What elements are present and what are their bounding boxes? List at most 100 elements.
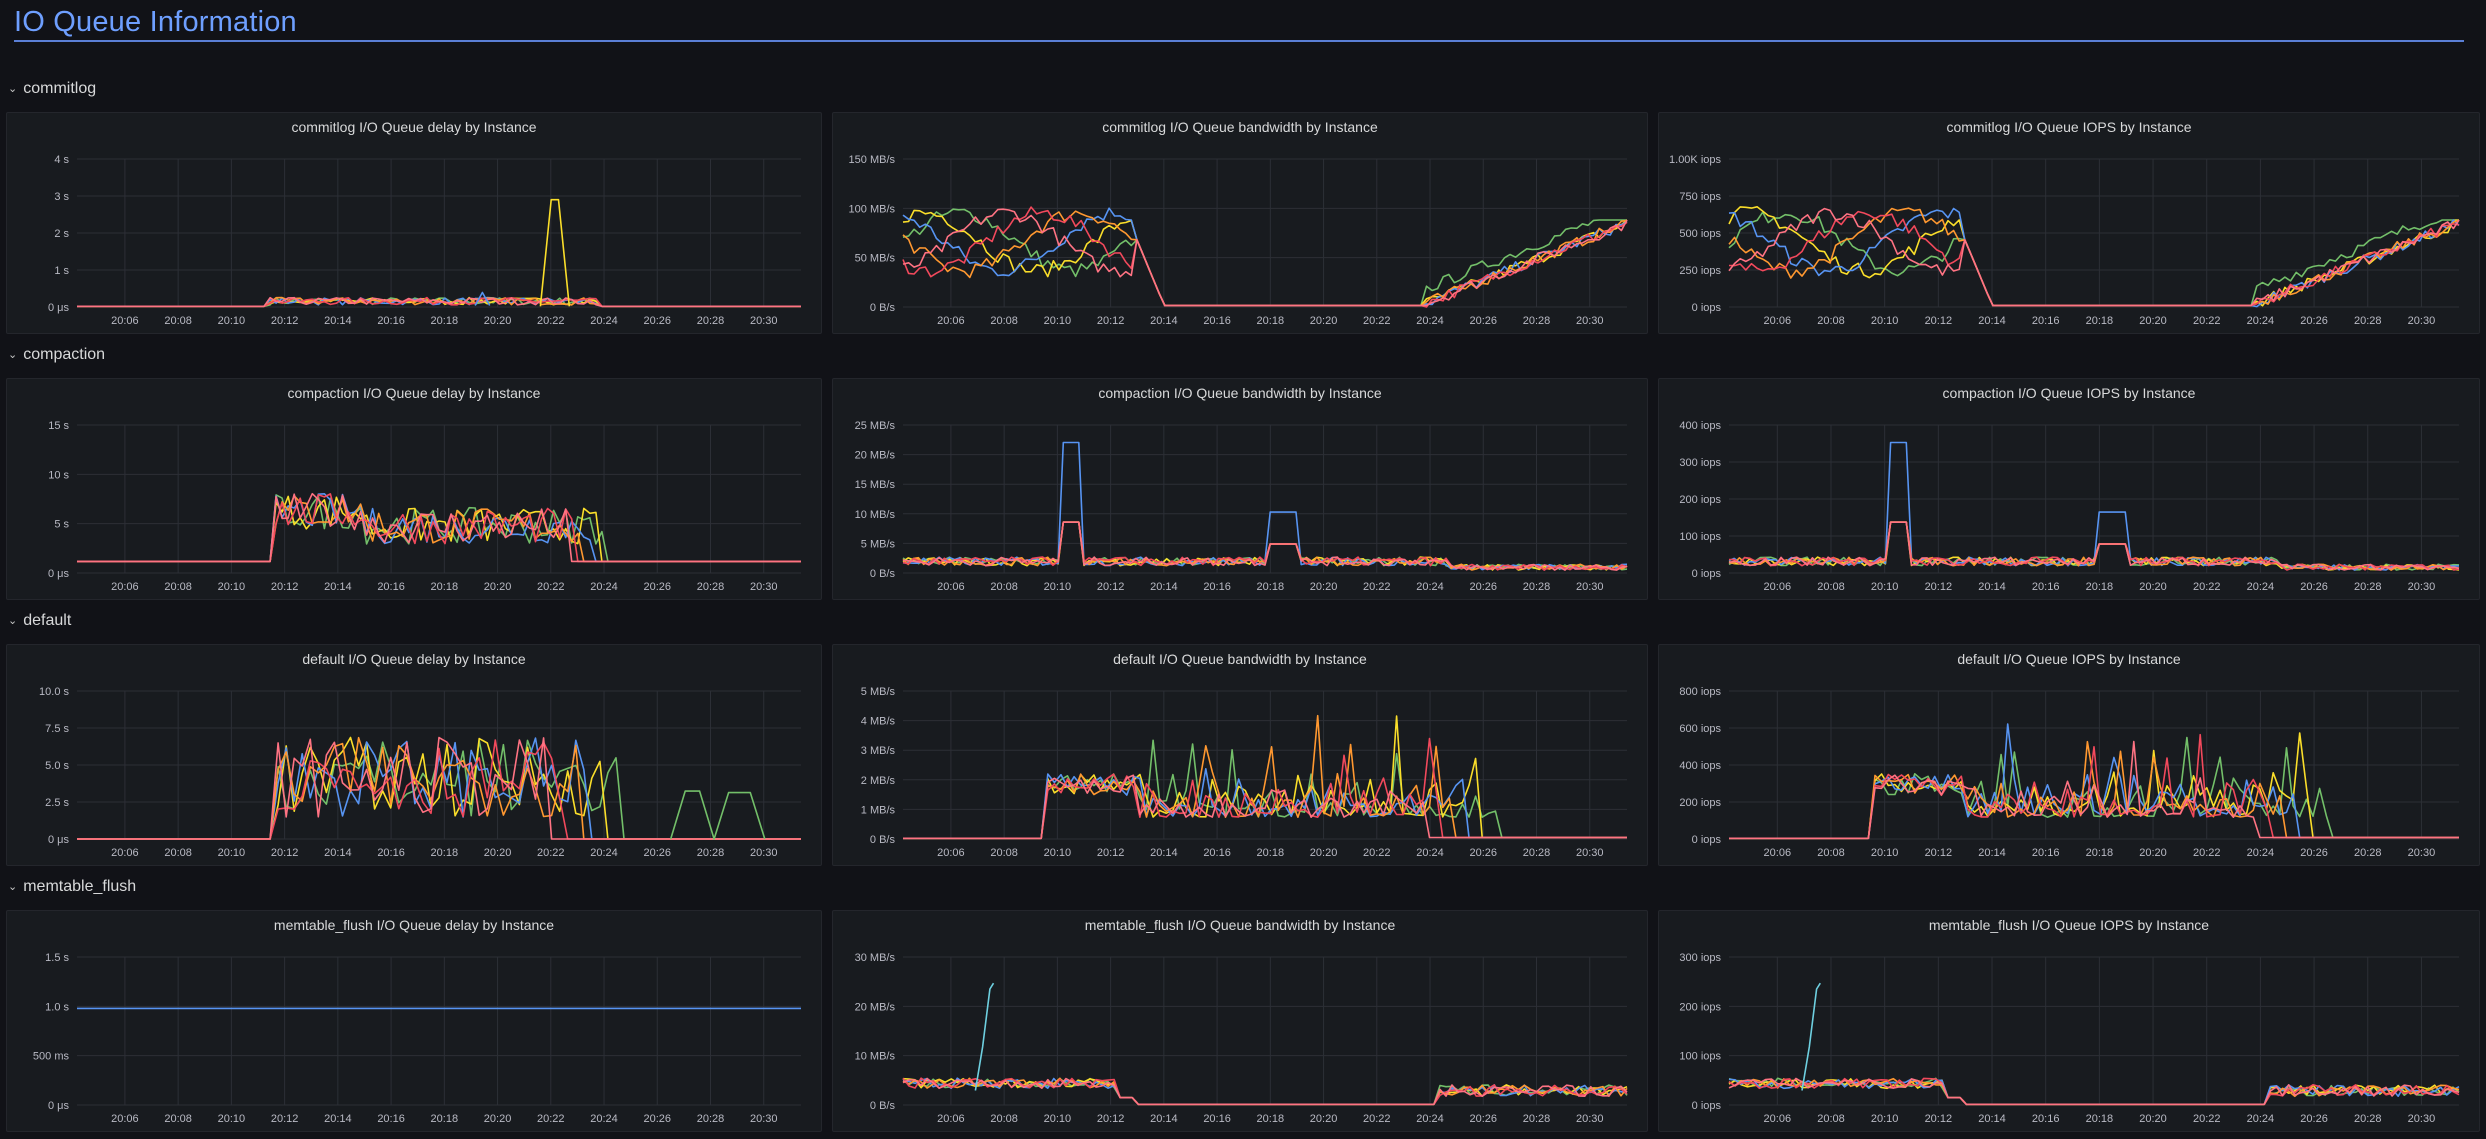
x-tick-label: 20:18 [1257,315,1285,327]
x-tick-label: 20:22 [537,847,565,859]
series-line [474,291,491,306]
panel-compaction-iops[interactable]: compaction I/O Queue IOPS by Instance 0 i… [1658,378,2480,600]
x-tick-label: 20:16 [377,581,405,593]
x-tick-label: 20:20 [484,1113,512,1125]
x-tick-label: 20:24 [590,847,618,859]
x-tick-label: 20:28 [2354,315,2382,327]
x-tick-label: 20:30 [750,1113,778,1125]
y-tick-label: 100 iops [1679,1051,1721,1063]
panel-default-delay[interactable]: default I/O Queue delay by Instance 0 μs 2… [6,644,822,866]
y-tick-label: 500 ms [33,1051,70,1063]
x-tick-label: 20:14 [324,581,352,593]
x-tick-label: 20:30 [1576,581,1604,593]
x-tick-label: 20:10 [1044,315,1072,327]
panel-default-bw[interactable]: default I/O Queue bandwidth by Instance 0… [832,644,1648,866]
x-tick-label: 20:06 [937,315,965,327]
series-line [903,441,1628,571]
series-line [1729,740,2459,840]
x-tick-label: 20:12 [271,1113,299,1125]
x-tick-label: 20:10 [218,581,246,593]
series-line [77,739,801,840]
x-tick-label: 20:10 [218,1113,246,1125]
x-tick-label: 20:14 [1150,581,1178,593]
row-header-compaction[interactable]: ⌄ compaction [8,344,105,366]
x-tick-label: 20:14 [1978,581,2006,593]
panel-commitlog-bw[interactable]: commitlog I/O Queue bandwidth by Instanc… [832,112,1648,334]
x-tick-label: 20:26 [643,315,671,327]
y-tick-label: 15 MB/s [855,479,896,491]
x-tick-label: 20:28 [697,315,725,327]
x-tick-label: 20:24 [2247,1113,2275,1125]
row-header-default[interactable]: ⌄ default [8,610,71,632]
y-tick-label: 0 iops [1692,1100,1722,1112]
series-line [902,210,1628,307]
y-tick-label: 1 MB/s [861,804,896,816]
series-line [902,521,1628,571]
x-tick-label: 20:28 [697,581,725,593]
row-label: default [23,612,72,629]
x-tick-label: 20:06 [937,1113,965,1125]
panel-memtable-iops[interactable]: memtable_flush I/O Queue IOPS by Instanc… [1658,910,2480,1132]
x-tick-label: 20:24 [2247,847,2275,859]
panel-memtable-delay[interactable]: memtable_flush I/O Queue delay by Instan… [6,910,822,1132]
y-tick-label: 2.5 s [45,797,69,809]
row-header-memtable-flush[interactable]: ⌄ memtable_flush [8,876,136,898]
x-tick-label: 20:26 [1469,581,1497,593]
y-tick-label: 0 μs [48,1100,70,1112]
panel-compaction-bw[interactable]: compaction I/O Queue bandwidth by Instan… [832,378,1648,600]
row-label: commitlog [23,80,97,97]
x-tick-label: 20:22 [2193,847,2221,859]
y-tick-label: 200 iops [1679,797,1721,809]
x-tick-label: 20:26 [643,847,671,859]
panel-title: commitlog I/O Queue delay by Instance [291,119,537,135]
panel-title: default I/O Queue delay by Instance [302,651,526,667]
x-tick-label: 20:26 [643,1113,671,1125]
y-tick-label: 0 iops [1692,834,1722,846]
x-tick-label: 20:24 [590,581,618,593]
series-line [77,736,801,840]
row-label: compaction [23,346,106,363]
panel-compaction-delay[interactable]: compaction I/O Queue delay by Instance 0 … [6,378,822,600]
series-line [539,198,571,307]
x-tick-label: 20:22 [1363,315,1391,327]
y-tick-label: 750 iops [1679,191,1721,203]
x-tick-label: 20:24 [1416,581,1444,593]
panel-default-iops[interactable]: default I/O Queue IOPS by Instance 0 iops… [1658,644,2480,866]
panel-title: commitlog I/O Queue IOPS by Instance [1946,119,2192,135]
x-tick-label: 20:06 [111,847,139,859]
x-tick-label: 20:26 [1469,847,1497,859]
row-header-commitlog[interactable]: ⌄ commitlog [8,78,96,100]
x-tick-label: 20:16 [1203,1113,1231,1125]
x-tick-label: 20:08 [1817,581,1845,593]
panel-title: memtable_flush I/O Queue bandwidth by In… [1084,917,1396,933]
x-tick-label: 20:20 [484,581,512,593]
panel-commitlog-delay[interactable]: commitlog I/O Queue delay by Instance 0 μ… [6,112,822,334]
x-tick-label: 20:12 [1925,315,1953,327]
x-tick-label: 20:12 [1097,1113,1125,1125]
x-tick-label: 20:06 [111,315,139,327]
x-tick-label: 20:18 [431,581,459,593]
panel-commitlog-iops[interactable]: commitlog I/O Queue IOPS by Instance 0 io… [1658,112,2480,334]
y-tick-label: 0 B/s [870,834,896,846]
x-tick-label: 20:30 [750,847,778,859]
x-tick-label: 20:06 [1764,581,1792,593]
y-tick-label: 10 MB/s [855,509,896,521]
x-tick-label: 20:22 [537,581,565,593]
y-tick-label: 10.0 s [39,686,69,698]
series-line [903,737,1627,840]
time-series-plot: 0 μs 500 ms 1.0 s 1.5 s 20:06 20:08 20:10 20:12… [33,952,801,1125]
title-divider [14,40,2464,42]
y-tick-label: 10 s [48,469,69,481]
y-tick-label: 250 iops [1679,265,1721,277]
panel-memtable-bw[interactable]: memtable_flush I/O Queue bandwidth by In… [832,910,1648,1132]
series-line [903,739,1627,840]
x-tick-label: 20:08 [164,847,192,859]
y-tick-label: 30 MB/s [855,952,896,964]
series-line [1728,1077,2460,1106]
x-tick-label: 20:12 [271,847,299,859]
x-tick-label: 20:24 [2247,315,2275,327]
y-tick-label: 600 iops [1679,723,1721,735]
panel-title: memtable_flush I/O Queue delay by Instan… [273,917,555,933]
x-tick-label: 20:22 [2193,581,2221,593]
y-tick-label: 2 MB/s [861,775,896,787]
